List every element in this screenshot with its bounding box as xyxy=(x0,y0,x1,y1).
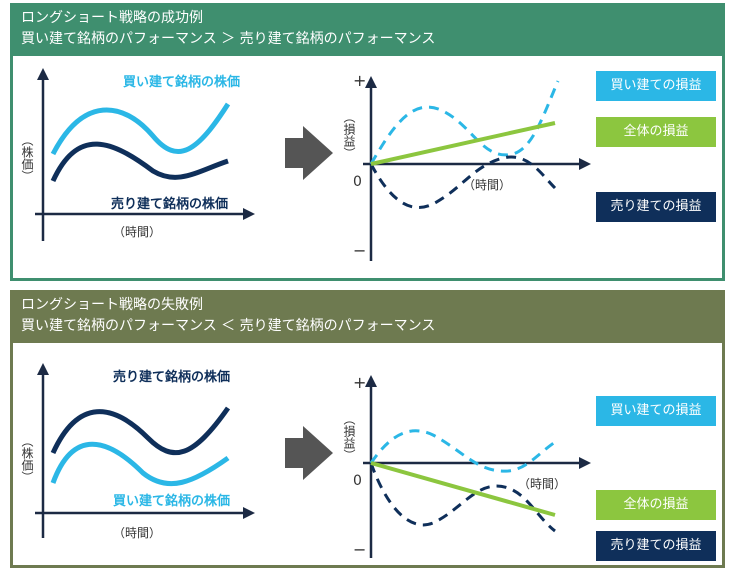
pnl-plus-sign: + xyxy=(353,71,366,90)
arrow-body xyxy=(285,438,305,468)
arrow-head xyxy=(303,126,333,180)
total-pnl-line xyxy=(370,121,556,166)
price-y-arrowhead xyxy=(37,68,49,80)
pnl-y-arrowhead xyxy=(365,375,377,387)
sell-pnl-line xyxy=(369,155,557,210)
price-y-arrowhead xyxy=(37,363,49,375)
pnl-minus-sign: − xyxy=(353,241,366,260)
buy-price-line xyxy=(50,102,231,156)
success-subtitle: 買い建て銘柄のパフォーマンス ＞ 売り建て銘柄のパフォーマンス xyxy=(21,31,436,47)
pnl-zero: 0 xyxy=(353,174,362,190)
price-x-arrowhead xyxy=(243,208,255,220)
legend-sell-pnl: 売り建ての損益 xyxy=(596,531,716,561)
pnl-x-label: （時間） xyxy=(463,178,511,192)
pnl-y-label: （損益） xyxy=(342,111,356,159)
buy-pnl-line xyxy=(369,429,559,473)
success-transform-arrow xyxy=(285,126,333,180)
success-price-chart: （株価） （時間） 買い建て銘柄の株価 売り建て銘柄の株価 xyxy=(20,68,255,241)
buy-price-label: 買い建て銘柄の株価 xyxy=(123,74,240,90)
pnl-y-arrowhead xyxy=(365,76,377,88)
price-x-label: （時間） xyxy=(113,526,161,540)
pnl-plus-sign: + xyxy=(353,373,366,392)
pnl-x-arrowhead xyxy=(579,457,591,469)
failure-subtitle: 買い建て銘柄のパフォーマンス ＜ 売り建て銘柄のパフォーマンス xyxy=(21,318,436,334)
pnl-x-arrowhead xyxy=(579,158,591,170)
legend-total-pnl: 全体の損益 xyxy=(596,117,716,147)
failure-header: ロングショート戦略の失敗例 買い建て銘柄のパフォーマンス ＜ 売り建て銘柄のパフ… xyxy=(13,293,722,343)
sell-price-line xyxy=(50,141,229,183)
legend-sell-pnl: 売り建ての損益 xyxy=(596,192,716,222)
price-x-arrowhead xyxy=(243,507,255,519)
sell-price-label: 売り建て銘柄の株価 xyxy=(111,196,228,212)
pnl-minus-sign: − xyxy=(353,540,366,559)
price-y-label: （株価） xyxy=(20,435,34,483)
price-y-label: （株価） xyxy=(20,134,34,182)
success-panel: ロングショート戦略の成功例 買い建て銘柄のパフォーマンス ＞ 売り建て銘柄のパフ… xyxy=(10,3,725,281)
arrow-body xyxy=(285,138,305,168)
failure-pnl-chart: + 0 − （損益） （時間） xyxy=(342,373,591,559)
success-pnl-chart: + 0 − （損益） （時間） xyxy=(342,71,591,261)
legend-total-pnl: 全体の損益 xyxy=(596,490,716,520)
failure-diagram: （株価） （時間） 売り建て銘柄の株価 買い建て銘柄の株価 + 0 − （損益）… xyxy=(20,363,591,559)
failure-price-chart: （株価） （時間） 売り建て銘柄の株価 買い建て銘柄の株価 xyxy=(20,363,255,540)
success-title: ロングショート戦略の成功例 xyxy=(21,10,203,26)
buy-price-line xyxy=(50,441,230,487)
sell-price-label: 売り建て銘柄の株価 xyxy=(113,369,230,385)
pnl-x-label: （時間） xyxy=(518,477,566,491)
sell-price-line xyxy=(50,406,231,456)
legend-buy-pnl: 買い建ての損益 xyxy=(596,71,716,101)
buy-pnl-line xyxy=(369,80,560,165)
pnl-zero: 0 xyxy=(353,473,362,489)
legend-buy-pnl: 買い建ての損益 xyxy=(596,396,716,426)
failure-title: ロングショート戦略の失敗例 xyxy=(21,297,203,313)
success-header: ロングショート戦略の成功例 買い建て銘柄のパフォーマンス ＞ 売り建て銘柄のパフ… xyxy=(13,6,722,56)
success-diagram: （株価） （時間） 買い建て銘柄の株価 売り建て銘柄の株価 + 0 − （損益）… xyxy=(20,68,591,261)
price-x-label: （時間） xyxy=(113,225,161,239)
sell-pnl-line xyxy=(369,462,556,533)
failure-transform-arrow xyxy=(285,426,333,480)
buy-price-label: 買い建て銘柄の株価 xyxy=(113,493,230,509)
arrow-head xyxy=(303,426,333,480)
pnl-y-label: （損益） xyxy=(342,413,356,461)
failure-panel: ロングショート戦略の失敗例 買い建て銘柄のパフォーマンス ＜ 売り建て銘柄のパフ… xyxy=(10,290,725,568)
total-pnl-line xyxy=(370,461,556,517)
